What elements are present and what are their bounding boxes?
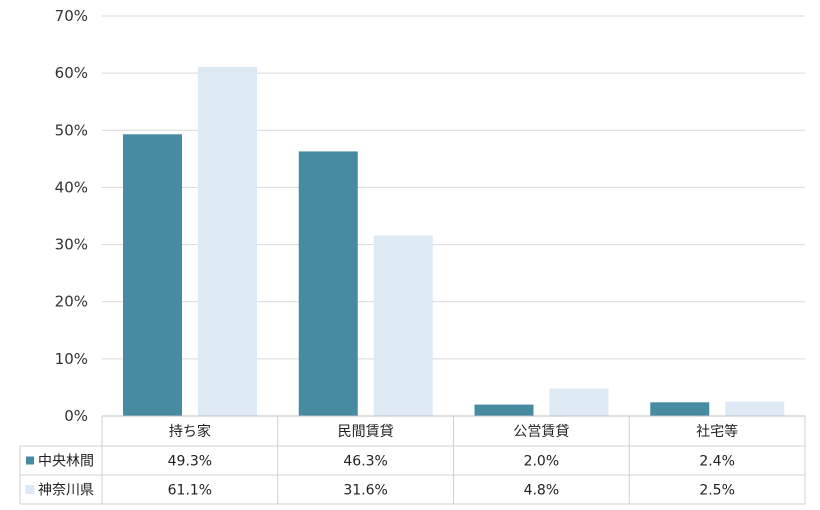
y-tick-label: 20% — [55, 293, 88, 311]
bars — [123, 66, 785, 417]
y-tick-label: 60% — [55, 64, 88, 82]
x-tick-label: 公営賃貸 — [513, 424, 569, 440]
x-tick-label: 民間賃貸 — [338, 424, 394, 440]
data-label: 2.4% — [699, 454, 735, 470]
x-tick-label: 社宅等 — [696, 423, 738, 440]
x-tick-label: 持ち家 — [169, 423, 211, 440]
legend-label: 中央林間 — [38, 454, 94, 470]
y-tick-label: 30% — [55, 236, 88, 254]
bar-series2 — [373, 235, 433, 416]
y-axis: 0% 10% 20% 30% 40% 50% 60% 70% — [55, 7, 88, 425]
legend-swatch — [25, 485, 35, 494]
bar-series2 — [549, 388, 609, 416]
data-label: 2.5% — [699, 483, 735, 499]
bar-series1 — [474, 404, 534, 416]
y-tick-label: 50% — [55, 121, 88, 139]
bar-series2 — [725, 401, 785, 416]
y-tick-label: 10% — [55, 350, 88, 368]
data-label: 46.3% — [343, 454, 387, 470]
data-label: 4.8% — [524, 483, 560, 499]
data-label: 49.3% — [168, 454, 212, 470]
bar-series1 — [123, 134, 182, 417]
legend-swatch — [26, 456, 34, 465]
legend-label: 神奈川県 — [38, 483, 94, 499]
y-tick-label: 70% — [55, 7, 88, 25]
data-label: 31.6% — [343, 483, 387, 499]
bar-series2 — [198, 66, 257, 416]
y-tick-label: 40% — [55, 178, 88, 196]
bar-series1 — [650, 402, 710, 416]
data-label: 61.1% — [168, 483, 212, 499]
data-label: 2.0% — [524, 454, 560, 470]
bar-series1 — [298, 151, 358, 416]
y-tick-label: 0% — [64, 407, 88, 425]
